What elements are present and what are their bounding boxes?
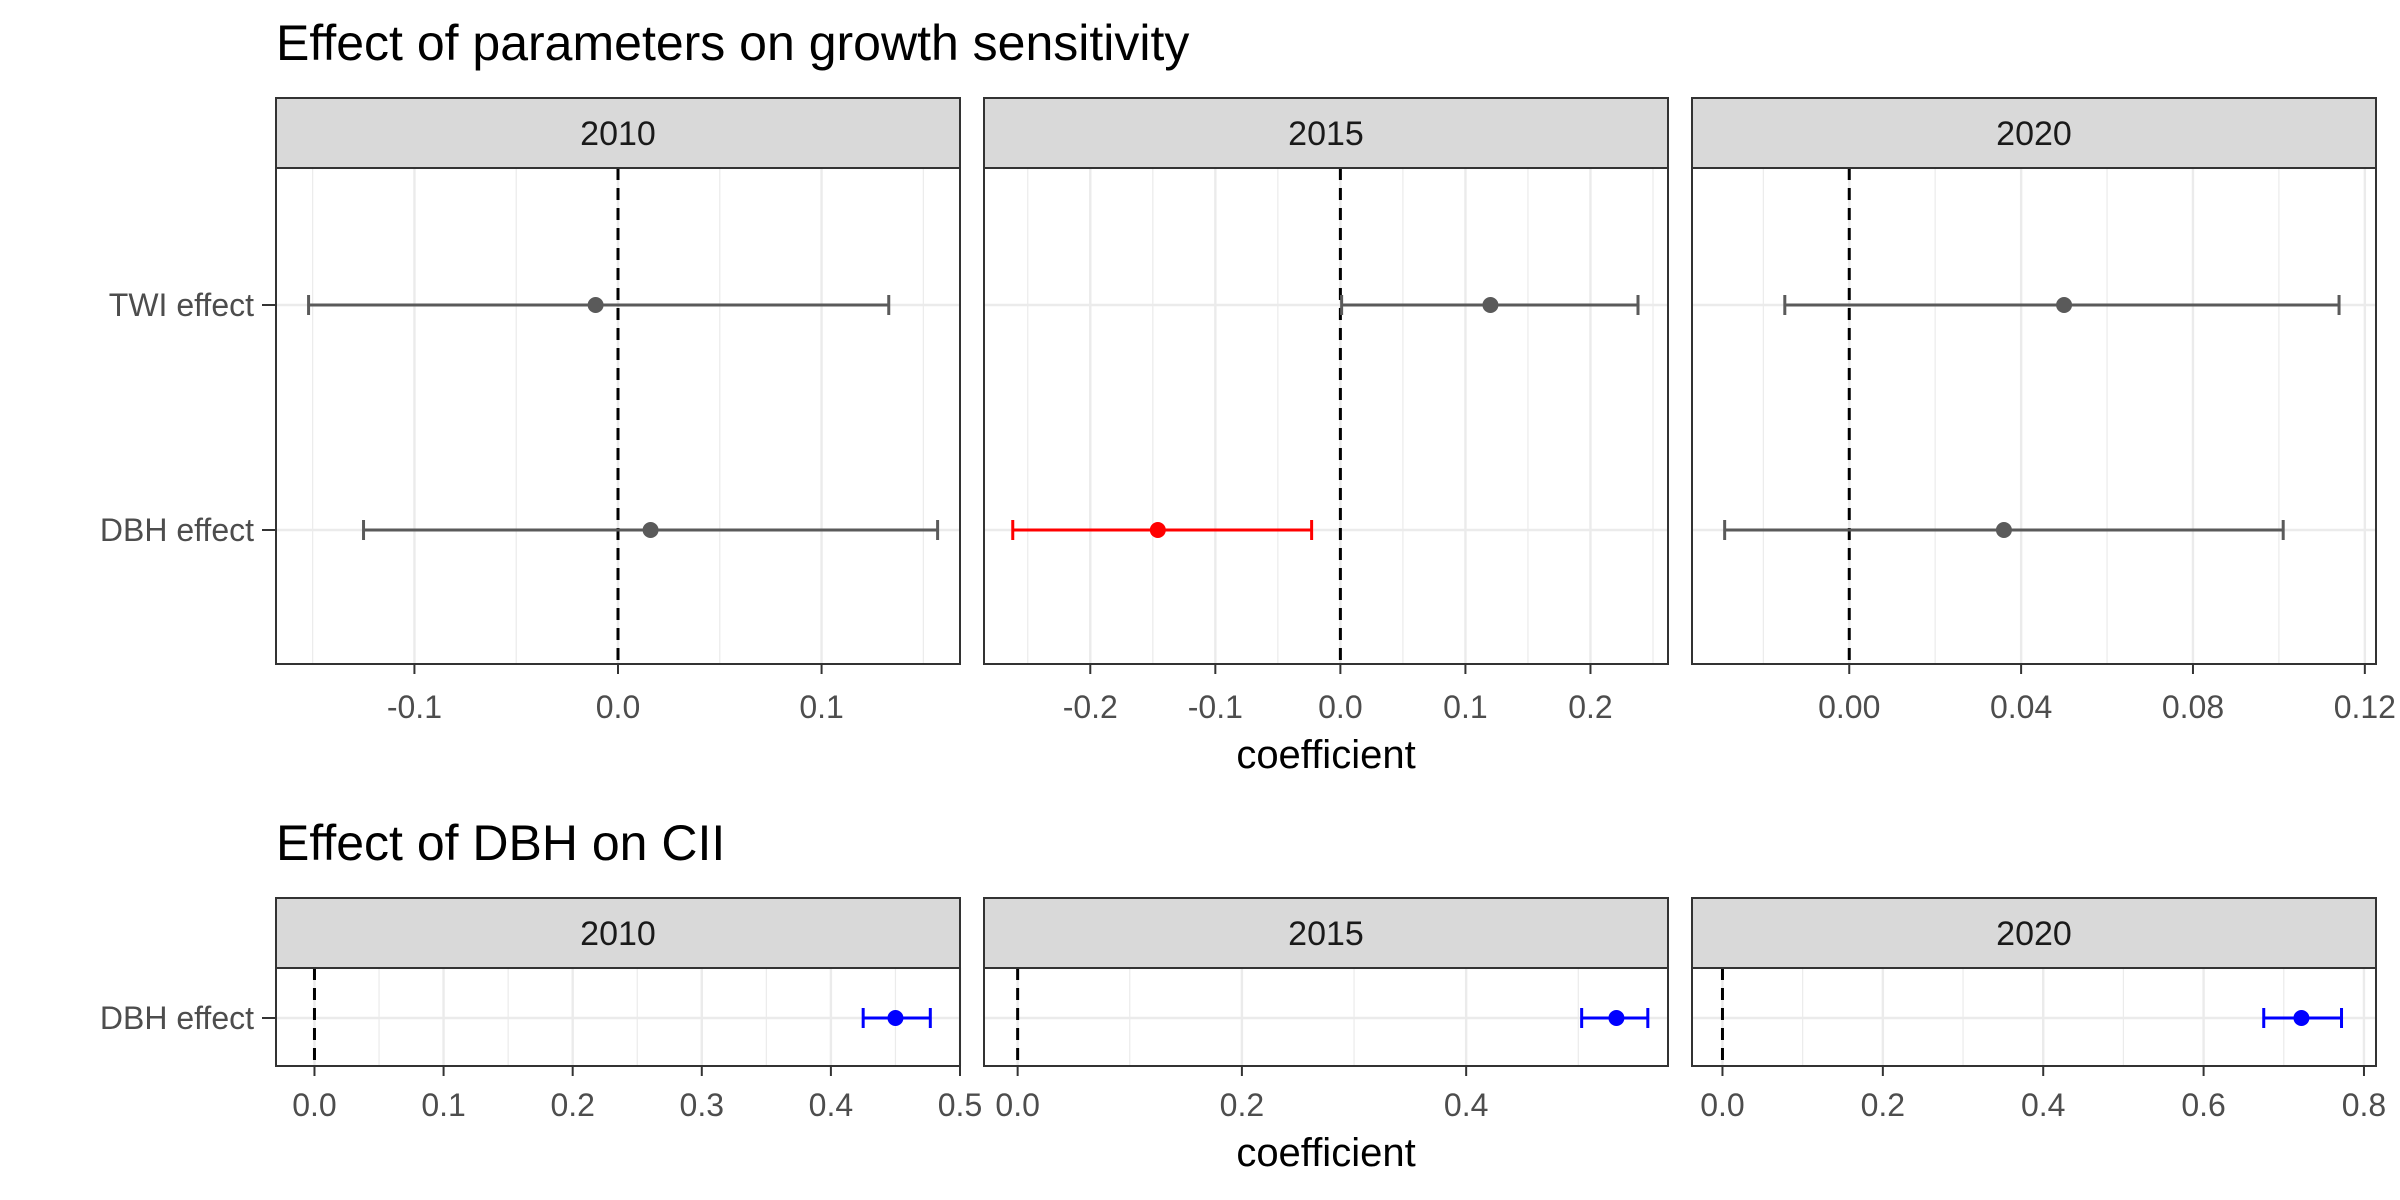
x-tick-label: 0.1 bbox=[421, 1087, 465, 1123]
x-tick-label: 0.2 bbox=[1568, 689, 1612, 725]
x-tick-label: 0.12 bbox=[2334, 689, 2396, 725]
point-estimate bbox=[587, 297, 604, 313]
panel-border bbox=[983, 167, 1669, 665]
point-estimate bbox=[642, 522, 659, 538]
estimate-dbh bbox=[1011, 520, 1314, 540]
x-tick-label: -0.1 bbox=[1188, 689, 1243, 725]
x-tick-label: 0.0 bbox=[1700, 1087, 1744, 1123]
strip-label: 2010 bbox=[580, 915, 656, 953]
panel-background bbox=[1692, 168, 2376, 664]
strip-background bbox=[1691, 97, 2377, 169]
facet-panel-2020: 2020 0.0 0.2 0.4 0.6 0.8 bbox=[1691, 897, 2386, 1123]
point-estimate bbox=[887, 1010, 904, 1026]
x-tick-label: 0.2 bbox=[550, 1087, 594, 1123]
panel-background bbox=[984, 168, 1668, 664]
estimate-twi bbox=[1783, 295, 2341, 315]
x-tick-label: -0.2 bbox=[1063, 689, 1118, 725]
strip-background bbox=[275, 97, 961, 169]
strip-label: 2015 bbox=[1288, 115, 1364, 153]
facet-panel-2010: 2010 -0.1 0.0 0.1 bbox=[275, 97, 961, 725]
x-tick-label: 0.0 bbox=[995, 1087, 1039, 1123]
x-tick-label: 0.0 bbox=[596, 689, 640, 725]
x-tick-label: 0.4 bbox=[1444, 1087, 1488, 1123]
panel-border bbox=[983, 967, 1669, 1067]
x-tick-label: 0.0 bbox=[1318, 689, 1362, 725]
x-tick-label: -0.1 bbox=[387, 689, 442, 725]
point-estimate bbox=[1995, 522, 2012, 538]
x-tick-label: 0.00 bbox=[1818, 689, 1880, 725]
x-tick-label: 0.6 bbox=[2181, 1087, 2225, 1123]
panel-border bbox=[275, 967, 961, 1067]
point-estimate bbox=[1608, 1010, 1625, 1026]
facet-panel-2020: 2020 0.00 0.04 0.08 0.12 bbox=[1691, 97, 2396, 725]
estimate-dbh bbox=[1580, 1008, 1650, 1028]
y-tick-label: DBH effect bbox=[100, 1000, 254, 1036]
x-tick-label: 0.3 bbox=[680, 1087, 724, 1123]
point-estimate bbox=[1149, 522, 1166, 538]
x-tick-label: 0.08 bbox=[2162, 689, 2224, 725]
estimate-dbh bbox=[1723, 520, 2285, 540]
x-tick-label: 0.1 bbox=[799, 689, 843, 725]
x-tick-label: 0.5 bbox=[938, 1087, 982, 1123]
strip-label: 2020 bbox=[1996, 915, 2072, 953]
point-estimate bbox=[2056, 297, 2073, 313]
panel-border bbox=[1691, 167, 2377, 665]
x-axis-title: coefficient bbox=[1236, 1131, 1415, 1175]
estimate-dbh bbox=[861, 1008, 932, 1028]
strip-background bbox=[983, 897, 1669, 969]
y-tick-label: DBH effect bbox=[100, 512, 254, 548]
facet-panel-2015: 2015 -0.2 -0.1 0.0 0.1 0.2 bbox=[983, 97, 1669, 725]
strip-label: 2020 bbox=[1996, 115, 2072, 153]
strip-background bbox=[275, 897, 961, 969]
x-tick-label: 0.1 bbox=[1443, 689, 1487, 725]
chart-1: Effect of parameters on growth sensitivi… bbox=[100, 15, 2396, 777]
x-tick-label: 0.4 bbox=[809, 1087, 853, 1123]
x-tick-label: 0.0 bbox=[292, 1087, 336, 1123]
facet-panel-2010: 2010 0.0 0.1 0.2 0.3 0.4 0.5 bbox=[275, 897, 982, 1123]
chart-2: Effect of DBH on CII DBH effect 2010 0.0 0.1… bbox=[100, 815, 2386, 1175]
estimate-twi bbox=[307, 295, 891, 315]
point-estimate bbox=[2293, 1010, 2310, 1026]
x-axis-title: coefficient bbox=[1236, 733, 1415, 777]
x-tick-label: 0.4 bbox=[2021, 1087, 2065, 1123]
facet-panel-2015: 2015 0.0 0.2 0.4 bbox=[983, 897, 1669, 1123]
chart-title: Effect of parameters on growth sensitivi… bbox=[276, 15, 1189, 71]
strip-background bbox=[1691, 897, 2377, 969]
point-estimate bbox=[1482, 297, 1499, 313]
strip-label: 2010 bbox=[580, 115, 656, 153]
x-tick-label: 0.2 bbox=[1220, 1087, 1264, 1123]
estimate-twi bbox=[1340, 295, 1640, 315]
estimate-dbh bbox=[2262, 1008, 2344, 1028]
y-tick-label: TWI effect bbox=[109, 287, 254, 323]
x-tick-label: 0.04 bbox=[1990, 689, 2052, 725]
x-tick-label: 0.2 bbox=[1861, 1087, 1905, 1123]
x-tick-label: 0.8 bbox=[2342, 1087, 2386, 1123]
strip-background bbox=[983, 97, 1669, 169]
chart-title: Effect of DBH on CII bbox=[276, 815, 725, 871]
estimate-dbh bbox=[362, 520, 940, 540]
strip-label: 2015 bbox=[1288, 915, 1364, 953]
panel-border bbox=[1691, 967, 2377, 1067]
